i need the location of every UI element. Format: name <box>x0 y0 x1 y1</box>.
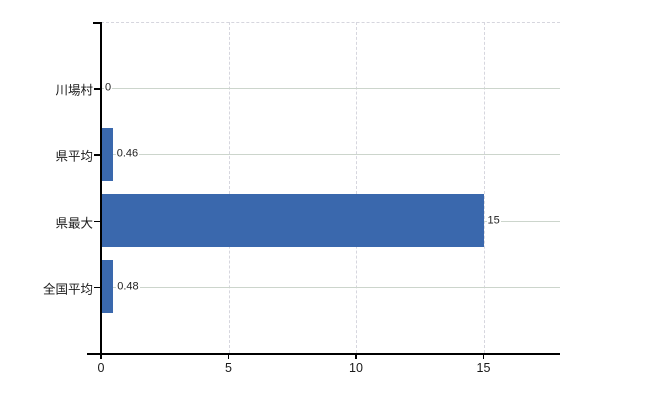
h-gridline <box>101 286 560 288</box>
x-axis-tick <box>482 353 484 359</box>
x-axis-tick <box>227 353 229 359</box>
x-tick-label: 10 <box>349 361 363 375</box>
category-label: 川場村 <box>55 83 93 98</box>
x-axis-line <box>87 353 560 355</box>
y-axis-tick <box>94 286 101 289</box>
category-label: 全国平均 <box>42 282 93 297</box>
x-tick-label: 5 <box>225 361 232 375</box>
v-gridline <box>356 22 357 353</box>
plot-top-border <box>101 22 560 23</box>
x-tick-label: 15 <box>476 361 491 375</box>
x-axis-tick <box>355 353 357 359</box>
bar-value-label: 15 <box>486 214 501 228</box>
bar-value-label: 0 <box>104 81 113 95</box>
x-axis-tick <box>100 353 102 359</box>
y-axis-line <box>100 22 102 353</box>
y-axis-tick <box>94 88 101 90</box>
bar-value-label: 0.48 <box>116 280 140 294</box>
bar-value-label: 0.46 <box>115 147 140 161</box>
v-gridline <box>228 22 230 353</box>
v-gridline <box>483 22 485 353</box>
h-gridline <box>101 88 560 90</box>
category-label: 県平均 <box>55 149 93 164</box>
x-tick-label: 0 <box>97 361 105 375</box>
h-gridline <box>101 154 560 156</box>
y-axis-top-cap <box>93 22 101 24</box>
chart-bar <box>101 260 114 314</box>
category-label: 県最大 <box>55 216 93 231</box>
y-axis-tick <box>94 154 101 156</box>
chart-bar <box>101 194 484 248</box>
chart-bar <box>101 127 113 181</box>
y-axis-tick <box>94 220 101 223</box>
